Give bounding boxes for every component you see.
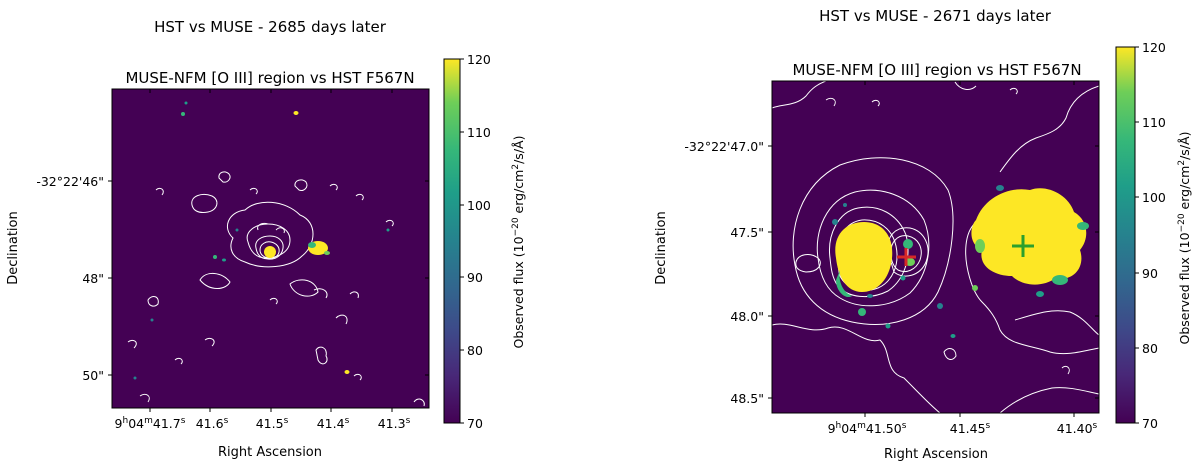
- left-xtick-label: 41.6s: [196, 416, 229, 431]
- left-ytick-label: 50": [82, 368, 104, 383]
- right-panel: HST vs MUSE - 2671 days later MUSE-NFM […: [654, 7, 1192, 462]
- right-suptitle: HST vs MUSE - 2671 days later: [819, 7, 1052, 25]
- right-xtick-label: 9h04m41.50s: [828, 421, 907, 436]
- right-cbar-tick: 100: [1142, 190, 1166, 205]
- left-cbar-tick: 100: [467, 198, 491, 213]
- right-heatmap-image: [772, 81, 1099, 413]
- left-xtick-label: 9h04m41.7s: [115, 416, 186, 431]
- left-cbar-tick: 80: [467, 343, 483, 358]
- left-cbar-tick: 120: [467, 52, 491, 67]
- right-cbar-tick: 90: [1142, 266, 1158, 281]
- right-ylabel: Declination: [654, 211, 669, 285]
- left-emission-spots: [133, 101, 390, 380]
- right-ytick-label: 48.0": [730, 309, 764, 324]
- right-marker-red: [897, 248, 916, 266]
- left-ylabel: Declination: [6, 211, 21, 285]
- left-xtick-label: 41.4s: [317, 416, 350, 431]
- left-title: MUSE-NFM [O III] region vs HST F567N: [125, 69, 414, 87]
- right-title: MUSE-NFM [O III] region vs HST F567N: [792, 61, 1081, 79]
- left-cbar-tick: 70: [467, 416, 483, 431]
- right-cbar-tick: 120: [1142, 40, 1166, 55]
- right-xtick-label: 41.45s: [950, 421, 991, 436]
- left-ticks: [108, 89, 429, 412]
- right-ytick-label: 48.5": [730, 391, 764, 406]
- left-ytick-label: 48": [82, 271, 104, 286]
- left-contours: [127, 171, 425, 407]
- right-xtick-label: 41.40s: [1057, 421, 1098, 436]
- right-cbar-tick: 110: [1142, 115, 1166, 130]
- left-colorbar: 70 80 90 100 110 120 Observed flux (10−2…: [443, 52, 526, 431]
- left-suptitle: HST vs MUSE - 2685 days later: [154, 18, 387, 36]
- left-cbar-tick: 90: [467, 270, 483, 285]
- left-cbar-label: Observed flux (10−20 erg/cm2/s/Å): [511, 136, 526, 349]
- right-cbar-tick: 80: [1142, 341, 1158, 356]
- left-ytick-label: -32°22'46": [36, 174, 104, 189]
- right-ytick-label: 47.5": [730, 225, 764, 240]
- right-marker-green: [1012, 235, 1034, 257]
- right-colorbar: 70 80 90 100 110 120 Observed flux (10−2…: [1115, 40, 1192, 431]
- right-xlabel: Right Ascension: [884, 447, 988, 462]
- left-panel: HST vs MUSE - 2685 days later MUSE-NFM […: [6, 18, 526, 460]
- right-cbar-tick: 70: [1142, 416, 1158, 431]
- left-xtick-label: 41.5s: [256, 416, 289, 431]
- left-xtick-label: 41.3s: [378, 416, 411, 431]
- left-xlabel: Right Ascension: [218, 445, 322, 460]
- right-emission-blobs: [832, 185, 1089, 338]
- right-cbar-label: Observed flux (10−20 erg/cm2/s/Å): [1177, 132, 1192, 345]
- left-cbar-tick: 110: [467, 125, 491, 140]
- left-heatmap-image: [112, 89, 429, 408]
- right-ytick-label: -32°22'47.0": [684, 139, 764, 154]
- right-ticks: [768, 81, 1099, 417]
